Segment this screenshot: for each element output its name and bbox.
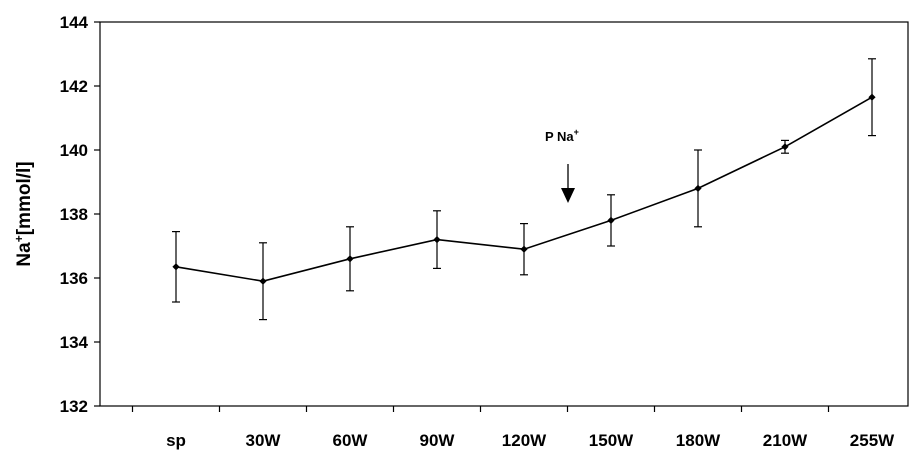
y-tick-label: 144 <box>60 13 89 32</box>
data-points <box>172 93 876 285</box>
y-tick-label: 140 <box>60 141 88 160</box>
x-tick-label: 150W <box>589 431 634 450</box>
y-axis: 132 134 136 138 140 142 144 <box>60 13 100 416</box>
annotation-arrow-head <box>561 188 575 203</box>
x-tick-label: 210W <box>763 431 808 450</box>
data-point <box>172 263 180 271</box>
y-tick-label: 138 <box>60 205 88 224</box>
x-axis: sp 30W 60W 90W 120W 150W 180W 210W 255W <box>131 406 895 450</box>
x-tick-label: sp <box>166 431 186 450</box>
plot-border <box>99 21 909 407</box>
y-tick-label: 132 <box>60 397 88 416</box>
plot-frame <box>99 21 909 407</box>
data-point <box>259 277 267 285</box>
x-tick-label: 180W <box>676 431 721 450</box>
y-tick-label: 142 <box>60 77 88 96</box>
annotation: P Na+ <box>545 127 579 203</box>
x-tick-label: 30W <box>246 431 282 450</box>
x-tick-label: 60W <box>333 431 369 450</box>
y-tick-label: 136 <box>60 269 88 288</box>
data-point <box>433 236 441 244</box>
data-point <box>868 93 876 101</box>
data-point <box>781 143 789 151</box>
data-point <box>346 255 354 263</box>
annotation-label: P Na+ <box>545 127 579 144</box>
y-tick-label: 134 <box>60 333 89 352</box>
x-tick-label: 255W <box>850 431 895 450</box>
y-axis-title: Na+[mmol/l] <box>12 161 35 266</box>
error-bars <box>172 58 876 321</box>
data-point <box>694 184 702 192</box>
x-tick-label: 120W <box>502 431 547 450</box>
data-point <box>607 216 615 224</box>
x-tick-label: 90W <box>420 431 456 450</box>
data-point <box>520 245 528 253</box>
